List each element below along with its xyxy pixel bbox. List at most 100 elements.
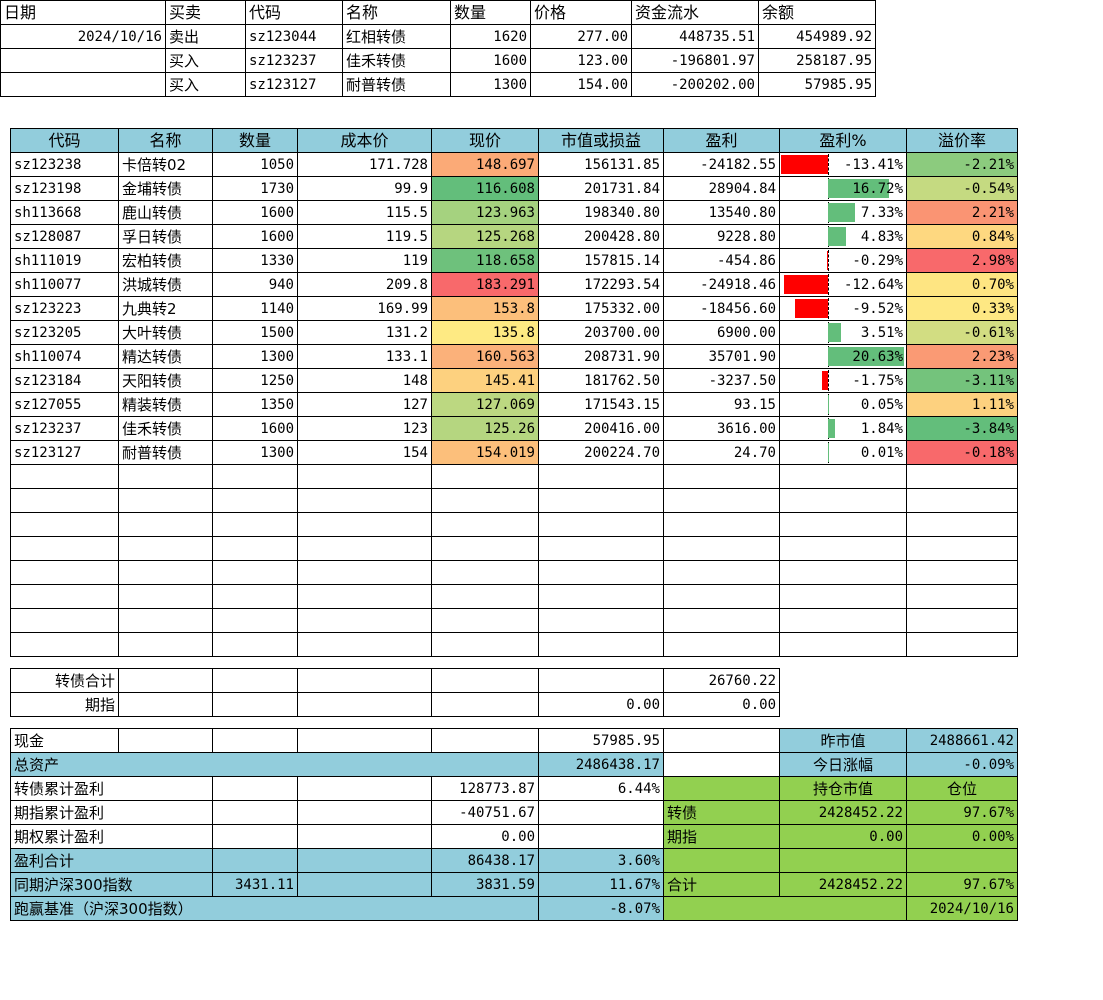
bond-total-label: 转债合计 <box>10 668 119 693</box>
holdings-profit-cell: -24918.46 <box>663 272 780 297</box>
sum-pct: 97.67% <box>906 872 1018 897</box>
holdings-price-cell: 127.069 <box>431 392 539 417</box>
empty-cell <box>118 632 213 657</box>
holdings-value-cell: 171543.15 <box>538 392 664 417</box>
holdings-header-cell: 数量 <box>212 128 298 153</box>
empty-cell <box>297 512 432 537</box>
holdings-qty-cell: 1050 <box>212 152 298 177</box>
empty-cell <box>663 488 780 513</box>
holdings-code-cell: sh113668 <box>10 200 119 225</box>
prev-value-label: 昨市值 <box>779 728 907 753</box>
holdings-row: sz123237 佳禾转债 1600 123 125.26 200416.00 3616.0… <box>10 416 1018 441</box>
empty-cell <box>10 488 119 513</box>
empty-cell <box>431 632 539 657</box>
holdings-premium-cell: -3.11% <box>906 368 1018 393</box>
empty-row <box>10 560 1018 585</box>
profit-databar <box>795 299 828 318</box>
holdings-value-cell: 156131.85 <box>538 152 664 177</box>
profit-total-value: 86438.17 <box>431 848 539 873</box>
empty-cell <box>906 632 1018 657</box>
trade-header-cell: 价格 <box>530 0 632 25</box>
holdings-cost-cell: 119 <box>297 248 432 273</box>
hs300-now: 3831.59 <box>431 872 539 897</box>
holdings-pct-text: -1.75% <box>852 372 903 389</box>
empty-row <box>10 584 1018 609</box>
empty-cell <box>10 464 119 489</box>
empty-cell <box>538 464 664 489</box>
position-label: 仓位 <box>906 776 1018 801</box>
profit-databar <box>828 347 904 366</box>
holdings-row: sh111019 宏柏转债 1330 119 118.658 157815.14 -454.… <box>10 248 1018 273</box>
holdings-premium-cell: -2.21% <box>906 152 1018 177</box>
today-change-label: 今日涨幅 <box>779 752 907 777</box>
holdings-header-cell: 名称 <box>118 128 213 153</box>
holdings-value-cell: 172293.54 <box>538 272 664 297</box>
holdings-pct-text: -0.29% <box>852 252 903 269</box>
hs300-pct: 11.67% <box>538 872 664 897</box>
holdings-name-cell: 天阳转债 <box>118 368 213 393</box>
holdings-pct-cell: 20.63% <box>779 344 907 369</box>
databar-axis <box>828 298 829 319</box>
empty-cell <box>297 584 432 609</box>
profit-databar <box>828 323 841 342</box>
empty-cell <box>779 560 907 585</box>
cash-value: 57985.95 <box>538 728 664 753</box>
trade-side-cell: 买入 <box>165 72 246 97</box>
holdings-name-cell: 耐普转债 <box>118 440 213 465</box>
holdings-value-cell: 208731.90 <box>538 344 664 369</box>
holdings-header-cell: 成本价 <box>297 128 432 153</box>
holdings-code-cell: sz123184 <box>10 368 119 393</box>
holdings-value-cell: 200224.70 <box>538 440 664 465</box>
empty-cell <box>663 464 780 489</box>
holdings-profit-cell: -454.86 <box>663 248 780 273</box>
total-assets: 2486438.17 <box>538 752 664 777</box>
total-assets-row: 总资产 2486438.17 今日涨幅 -0.09% <box>10 752 1018 777</box>
trade-header-cell: 余额 <box>758 0 876 25</box>
empty-row <box>10 536 1018 561</box>
empty-cell <box>431 512 539 537</box>
holdings-pct-text: 4.83% <box>860 228 903 245</box>
empty-cell <box>118 488 213 513</box>
trade-balance-cell: 57985.95 <box>758 72 876 97</box>
holdings-premium-cell: 2.98% <box>906 248 1018 273</box>
position-value-label: 持仓市值 <box>779 776 907 801</box>
databar-axis <box>828 250 829 271</box>
holdings-code-cell: sh110077 <box>10 272 119 297</box>
profit-total-row: 盈利合计 86438.17 3.60% <box>10 848 1018 873</box>
trade-price-cell: 277.00 <box>530 24 632 49</box>
empty-cell <box>10 608 119 633</box>
empty-cell <box>212 536 298 561</box>
option-cum-label: 期权累计盈利 <box>10 824 213 849</box>
holdings-price-cell: 145.41 <box>431 368 539 393</box>
holdings-cost-cell: 171.728 <box>297 152 432 177</box>
trade-flow-cell: 448735.51 <box>631 24 759 49</box>
holdings-price-cell: 160.563 <box>431 344 539 369</box>
profit-total-label: 盈利合计 <box>10 848 213 873</box>
holdings-premium-cell: 0.33% <box>906 296 1018 321</box>
empty-cell <box>118 584 213 609</box>
trade-balance-cell: 454989.92 <box>758 24 876 49</box>
holdings-row: sh113668 鹿山转债 1600 115.5 123.963 198340.80 135… <box>10 200 1018 225</box>
holdings-code-cell: sh110074 <box>10 344 119 369</box>
empty-cell <box>906 560 1018 585</box>
trade-qty-cell: 1600 <box>450 48 531 73</box>
empty-row <box>10 464 1018 489</box>
holdings-price-cell: 116.608 <box>431 176 539 201</box>
holdings-row: sh110074 精达转债 1300 133.1 160.563 208731.90 357… <box>10 344 1018 369</box>
empty-cell <box>906 512 1018 537</box>
holdings-row: sz123198 金埔转债 1730 99.9 116.608 201731.84 2890… <box>10 176 1018 201</box>
holdings-pct-cell: -0.29% <box>779 248 907 273</box>
trade-header-cell: 买卖 <box>165 0 246 25</box>
hs300-row: 同期沪深300指数 3431.11 3831.59 11.67% 合计 2428… <box>10 872 1018 897</box>
option-cum-row: 期权累计盈利 0.00 期指 0.00 0.00% <box>10 824 1018 849</box>
holdings-pct-text: -9.52% <box>852 300 903 317</box>
holdings-price-cell: 125.26 <box>431 416 539 441</box>
trade-price-cell: 154.00 <box>530 72 632 97</box>
trade-code-cell: sz123127 <box>245 72 343 97</box>
empty-cell <box>431 488 539 513</box>
databar-axis <box>828 370 829 391</box>
prev-value: 2488661.42 <box>906 728 1018 753</box>
empty-row <box>10 512 1018 537</box>
spacer-row <box>11 717 1018 729</box>
empty-cell <box>538 488 664 513</box>
